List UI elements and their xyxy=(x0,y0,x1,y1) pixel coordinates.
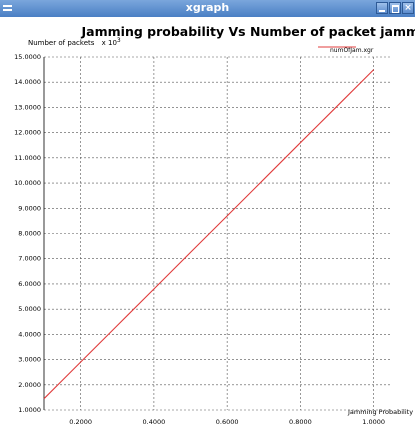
y-tick-label: 12.0000 xyxy=(14,129,41,137)
legend-entry-label: numOfJam.xgr xyxy=(330,47,374,54)
y-axis-label-text: Number of packets xyxy=(28,39,95,47)
maximize-icon xyxy=(392,5,399,13)
series-group xyxy=(43,69,375,400)
x-tick-labels: 0.2000 0.4000 0.6000 0.8000 1.0000 xyxy=(69,418,385,426)
y-tick-label: 7.0000 xyxy=(18,255,41,263)
y-tick-label: 5.0000 xyxy=(18,305,41,313)
y-tick-label: 8.0000 xyxy=(18,230,41,238)
window-menu-icon[interactable] xyxy=(3,3,13,13)
y-tick-label: 15.0000 xyxy=(14,53,41,61)
x-tick-label: 0.2000 xyxy=(69,418,92,426)
x-tick-label: 0.4000 xyxy=(143,418,166,426)
x-tick-label: 0.8000 xyxy=(289,418,312,426)
y-tick-label: 1.0000 xyxy=(18,406,41,414)
y-tick-label: 13.0000 xyxy=(14,103,41,111)
series-line xyxy=(43,69,375,400)
y-tick-label: 9.0000 xyxy=(18,204,41,212)
close-button[interactable]: × xyxy=(402,2,414,14)
y-tick-label: 3.0000 xyxy=(18,356,41,364)
y-tick-label: 11.0000 xyxy=(14,154,41,162)
close-icon: × xyxy=(404,3,412,13)
y-tick-labels: 1.0000 2.0000 3.0000 4.0000 5.0000 6.0000 7.00… xyxy=(14,53,41,414)
x-tick-label: 0.6000 xyxy=(216,418,239,426)
y-axis-multiplier-exponent: 3 xyxy=(117,37,121,44)
title-bar[interactable]: xgraph × xyxy=(0,0,415,17)
chart-title: Jamming probability Vs Number of packet … xyxy=(81,24,415,39)
chart: Jamming probability Vs Number of packet … xyxy=(14,24,415,426)
legend: numOfJam.xgr xyxy=(318,46,374,54)
x-axis-label: Jamming Probability p xyxy=(347,408,415,416)
minimize-icon xyxy=(379,10,385,12)
y-tick-label: 2.0000 xyxy=(18,381,41,389)
x-tick-label: 1.0000 xyxy=(362,418,385,426)
y-tick-label: 10.0000 xyxy=(14,179,41,187)
gridlines xyxy=(44,56,392,411)
y-axis-multiplier: x 10 xyxy=(102,39,117,47)
y-tick-label: 14.0000 xyxy=(14,78,41,86)
maximize-button[interactable] xyxy=(389,2,401,14)
y-axis-label: Number of packets x 103 xyxy=(28,37,121,47)
y-tick-label: 6.0000 xyxy=(18,280,41,288)
minimize-button[interactable] xyxy=(376,2,388,14)
y-tick-label: 4.0000 xyxy=(18,330,41,338)
window-title: xgraph xyxy=(185,1,230,14)
